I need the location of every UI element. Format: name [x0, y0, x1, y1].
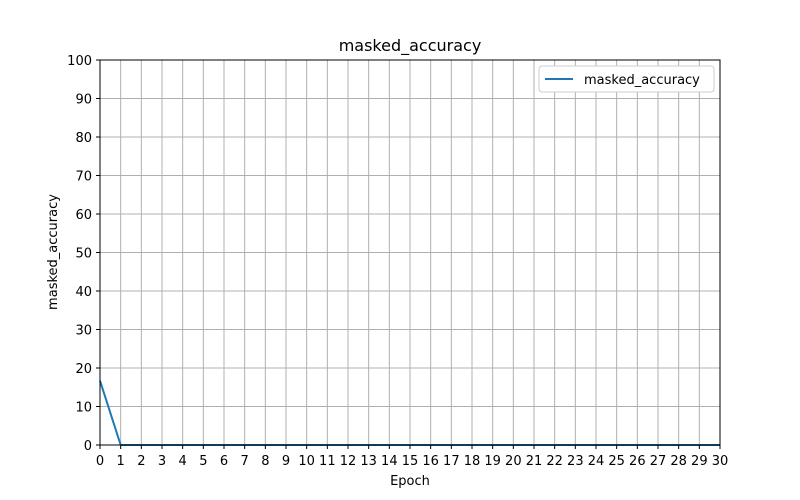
x-tick-label: 14: [381, 454, 398, 469]
x-tick-label: 6: [220, 454, 228, 469]
y-tick-label: 90: [75, 93, 92, 108]
y-tick-label: 50: [75, 247, 92, 262]
x-tick-label: 28: [670, 454, 687, 469]
y-tick-label: 10: [75, 401, 92, 416]
x-tick-label: 20: [505, 454, 522, 469]
y-tick-label: 70: [75, 170, 92, 185]
legend-box: [538, 65, 715, 93]
y-tick-label: 40: [75, 285, 92, 300]
x-tick-label: 21: [526, 454, 543, 469]
x-tick-label: 29: [691, 454, 708, 469]
y-tick-label: 100: [67, 54, 92, 69]
x-tick-label: 1: [117, 454, 125, 469]
y-tick-label: 80: [75, 131, 92, 146]
x-tick-label: 11: [319, 454, 336, 469]
x-tick-label: 22: [546, 454, 563, 469]
x-tick-label: 12: [340, 454, 357, 469]
chart-title: masked_accuracy: [339, 36, 482, 56]
x-tick-label: 5: [199, 454, 207, 469]
y-tick-label: 0: [84, 439, 92, 454]
x-tick-label: 15: [402, 454, 419, 469]
x-tick-label: 27: [650, 454, 667, 469]
x-tick-label: 18: [464, 454, 481, 469]
y-axis-label: masked_accuracy: [46, 194, 61, 310]
x-tick-label: 23: [567, 454, 584, 469]
x-tick-label: 7: [241, 454, 249, 469]
legend: masked_accuracy: [538, 65, 715, 93]
x-tick-label: 19: [484, 454, 501, 469]
x-tick-label: 4: [179, 454, 187, 469]
y-tick-label: 20: [75, 362, 92, 377]
x-tick-label: 24: [588, 454, 605, 469]
x-tick-label: 0: [96, 454, 104, 469]
y-tick-label: 30: [75, 324, 92, 339]
x-tick-label: 8: [261, 454, 269, 469]
x-tick-label: 10: [298, 454, 315, 469]
x-tick-label: 25: [608, 454, 625, 469]
x-tick-label: 3: [158, 454, 166, 469]
legend-label: masked_accuracy: [584, 73, 700, 88]
y-axis-ticks: 0 10 20 30 40 50 60 70 80 90 100: [67, 54, 100, 454]
y-tick-label: 60: [75, 208, 92, 223]
x-tick-label: 2: [137, 454, 145, 469]
x-tick-label: 9: [282, 454, 290, 469]
grid: [99, 59, 721, 446]
x-tick-label: 13: [360, 454, 377, 469]
x-tick-label: 17: [443, 454, 460, 469]
x-axis-label: Epoch: [390, 474, 430, 489]
x-tick-label: 26: [629, 454, 646, 469]
x-tick-label: 30: [712, 454, 729, 469]
x-axis-ticks: 0 1 2 3 4 5 6 7 8 9 10 11 12 13 14 15 16 17 18 19 20 21 22 23 24…: [96, 445, 728, 469]
x-tick-label: 16: [422, 454, 439, 469]
